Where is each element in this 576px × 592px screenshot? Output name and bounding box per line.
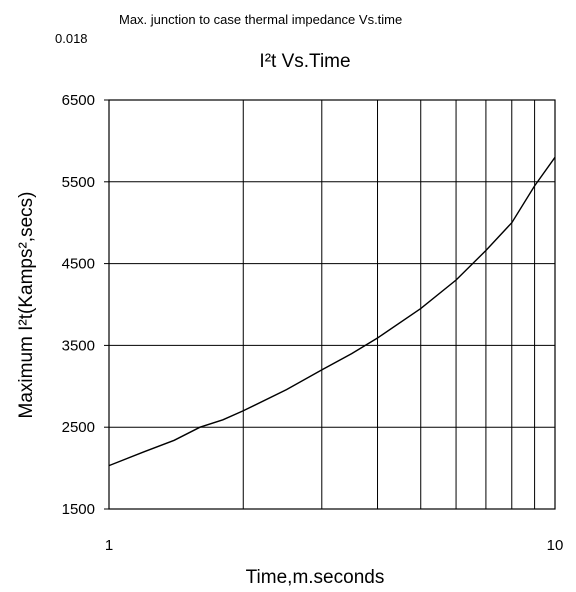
x-axis-ticks: 1 10 xyxy=(105,537,564,554)
x-axis-label: Time,m.seconds xyxy=(246,567,385,588)
x-tick-label: 10 xyxy=(547,537,564,554)
y-axis-label: Maximum I²t(Kamps²,secs) xyxy=(16,192,37,419)
y-tick-label: 4500 xyxy=(62,256,95,273)
x-tick-label: 1 xyxy=(105,537,113,554)
header-text: Max. junction to case thermal impedance … xyxy=(119,12,402,27)
series-line xyxy=(108,156,556,467)
clipped-header-value: 0.018 xyxy=(55,31,88,46)
header-clip-mask xyxy=(0,44,576,64)
y-tick-label: 2500 xyxy=(62,419,95,436)
series-path xyxy=(108,156,556,467)
y-tick-label: 5500 xyxy=(62,174,95,191)
y-axis-ticks: 6500 5500 4500 3500 2500 1500 xyxy=(62,92,109,518)
plot-frame xyxy=(108,99,556,510)
y-tick-label: 6500 xyxy=(62,92,95,109)
chart-title: I²t Vs.Time xyxy=(259,51,350,72)
y-tick-label: 1500 xyxy=(62,501,95,518)
grid-lines xyxy=(109,99,555,510)
y-tick-label: 3500 xyxy=(62,337,95,354)
